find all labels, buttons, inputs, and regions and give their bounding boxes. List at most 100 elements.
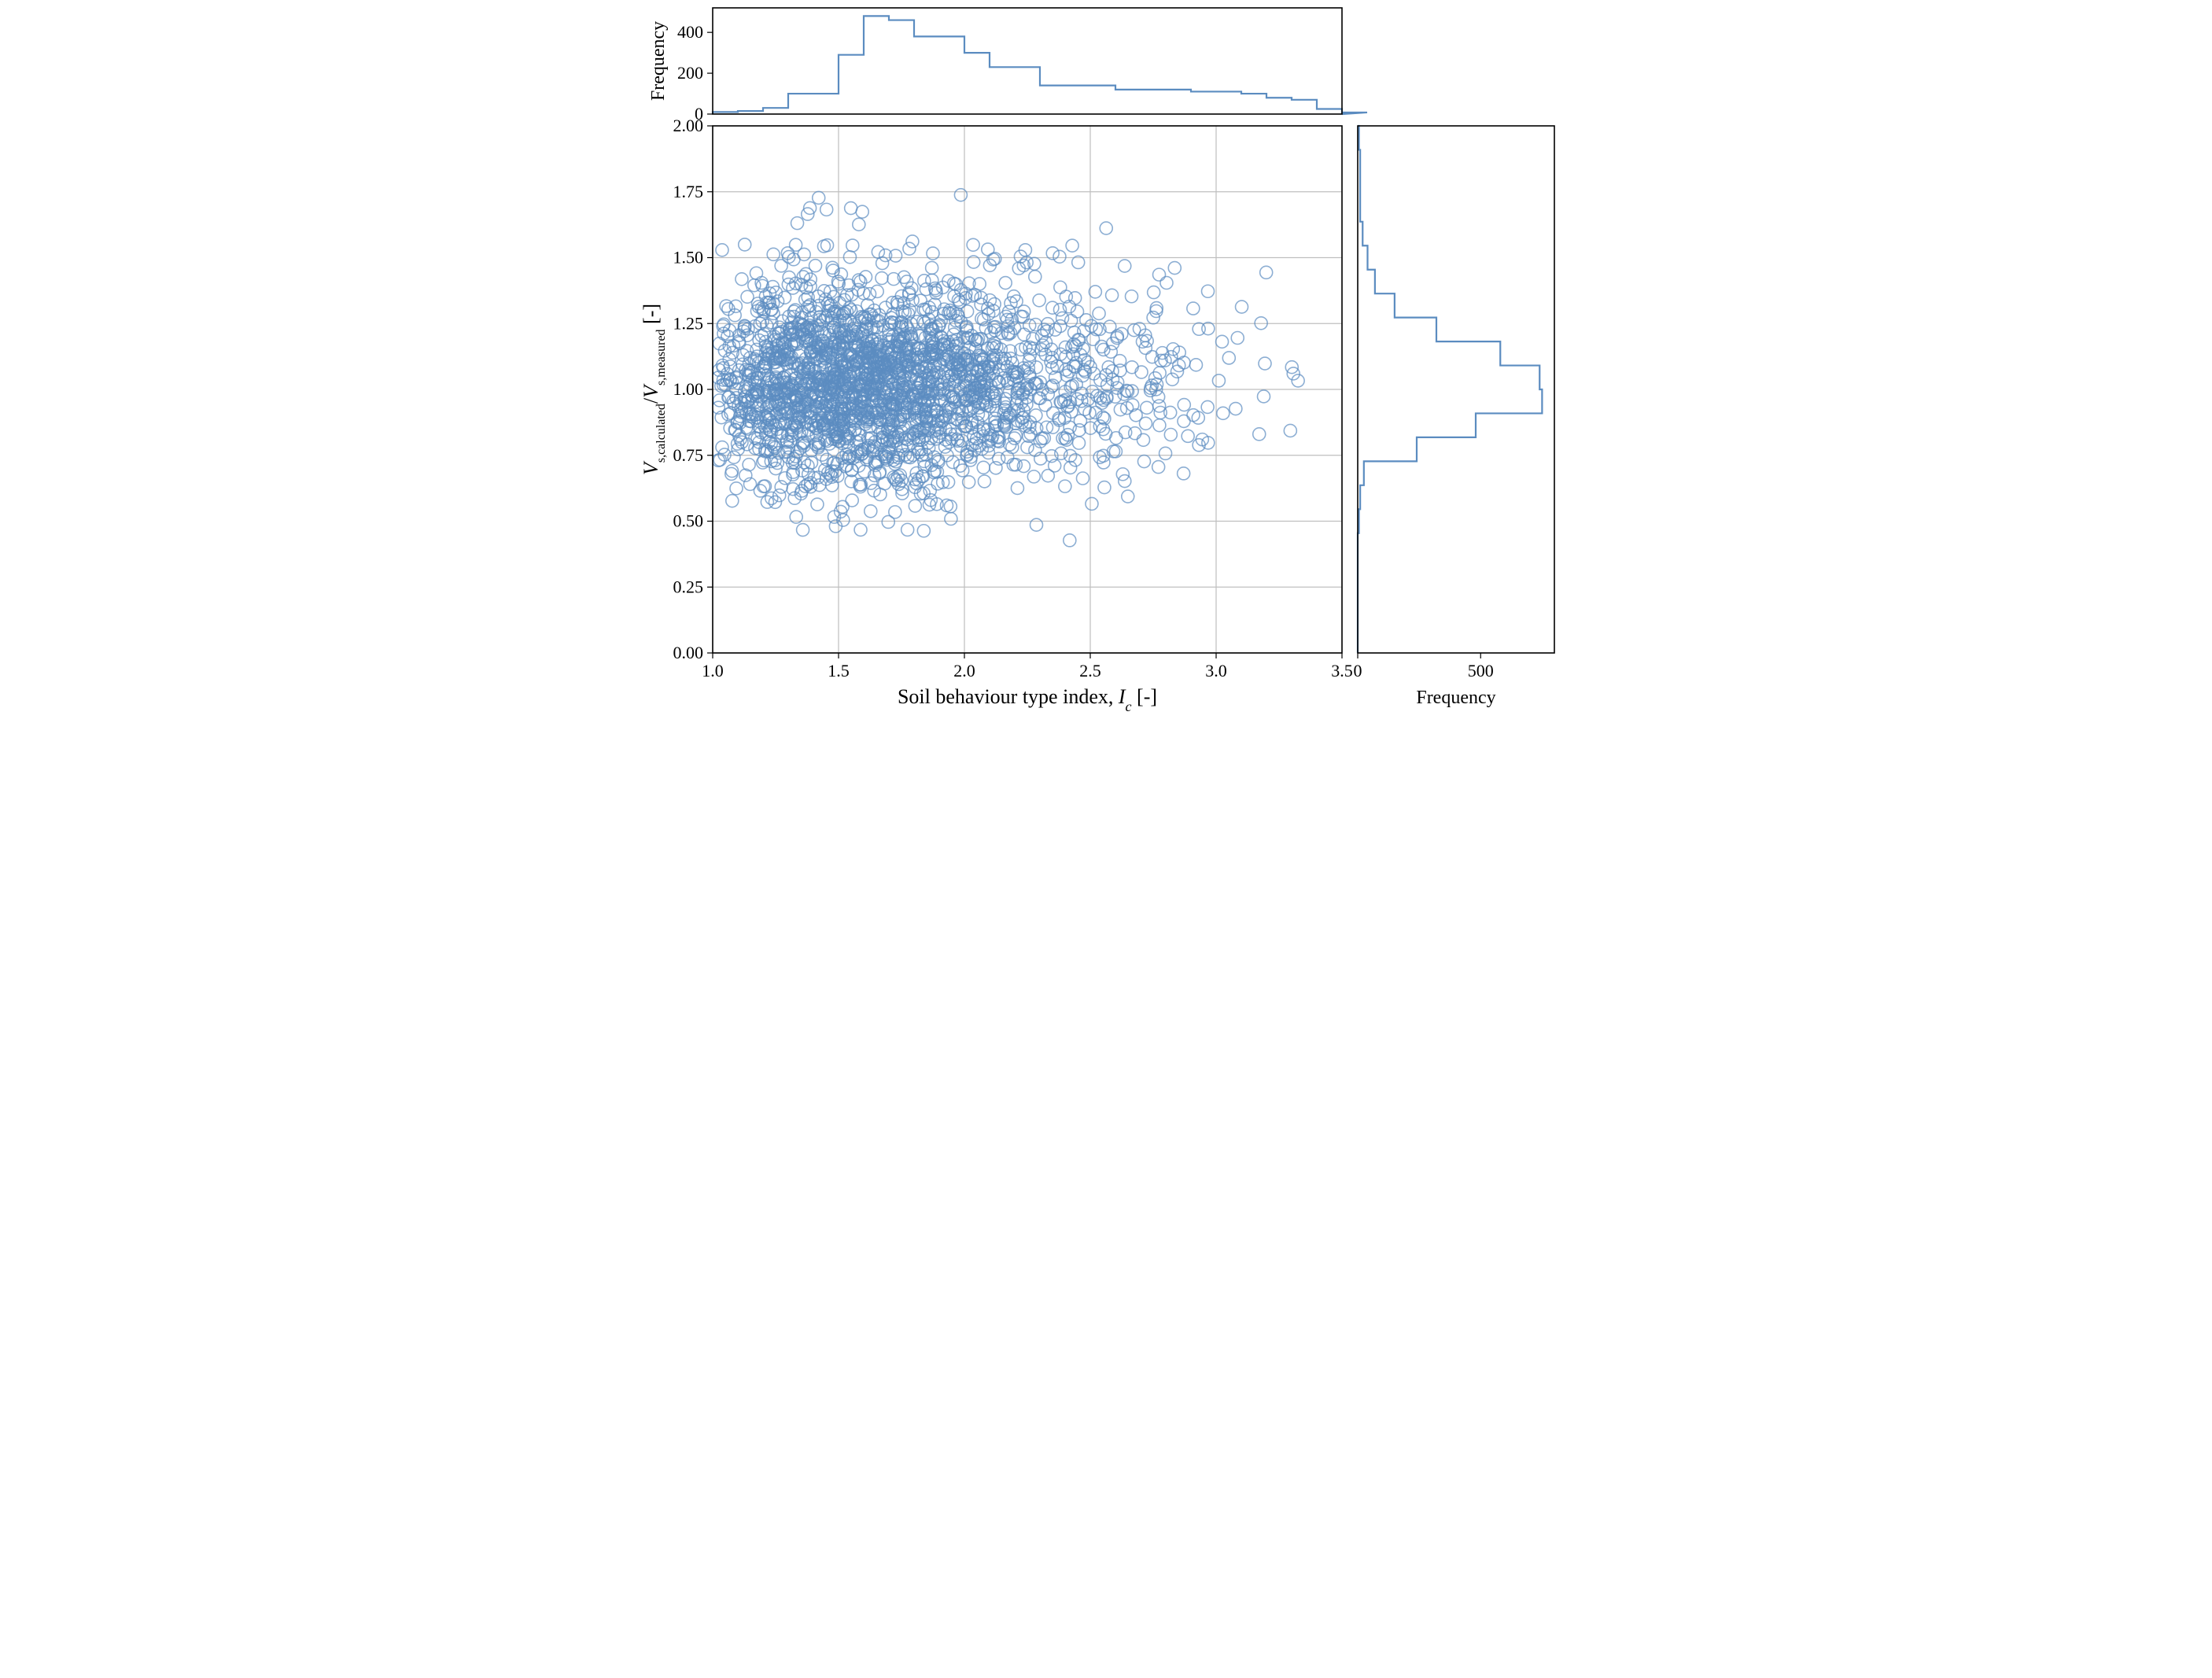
scatter-marker <box>906 235 919 248</box>
y-axis-label: Vs,calculated/Vs,measured [-] <box>640 304 668 475</box>
scatter-marker <box>1152 461 1165 474</box>
scatter-marker <box>765 492 778 504</box>
scatter-marker <box>1073 437 1086 449</box>
ytick-label: 1.00 <box>673 379 704 399</box>
scatter-marker <box>954 189 967 201</box>
scatter-marker <box>1027 470 1040 483</box>
scatter-marker <box>1192 411 1204 424</box>
scatter-marker <box>872 245 884 258</box>
scatter-marker <box>1053 250 1066 263</box>
scatter-marker <box>1126 361 1138 374</box>
scatter-marker <box>909 500 921 512</box>
scatter-marker <box>1100 222 1112 234</box>
scatter-marker <box>761 496 773 508</box>
scatter-marker <box>767 248 780 260</box>
scatter-marker <box>1056 312 1069 324</box>
scatter-marker <box>846 239 859 252</box>
scatter-marker <box>716 244 728 256</box>
ytick-label: 400 <box>677 22 703 42</box>
scatter-panel: 1.01.52.02.53.03.50.000.250.500.751.001.… <box>640 116 1353 714</box>
scatter-marker <box>1008 290 1020 303</box>
scatter-marker <box>1122 490 1134 503</box>
xtick-label: 0 <box>1354 661 1362 680</box>
scatter-marker <box>739 238 751 251</box>
scatter-marker <box>945 513 957 526</box>
scatter-marker <box>1003 305 1016 318</box>
xtick-label: 3.5 <box>1331 661 1353 680</box>
scatter-marker <box>1137 433 1150 446</box>
scatter-marker <box>1168 262 1181 275</box>
right-hist-step <box>1358 126 1542 653</box>
scatter-marker <box>1193 323 1205 335</box>
scatter-marker <box>1135 366 1148 378</box>
scatter-marker <box>791 217 804 230</box>
scatter-marker <box>1231 332 1244 345</box>
scatter-marker <box>1164 428 1177 441</box>
scatter-marker <box>1253 428 1266 441</box>
scatter-marker <box>1054 281 1067 293</box>
scatter-marker <box>999 277 1012 290</box>
scatter-marker <box>993 452 1005 465</box>
scatter-marker <box>1119 260 1131 272</box>
top-hist-step <box>713 16 1367 114</box>
scatter-marker <box>1159 447 1172 459</box>
ytick-label: 0.75 <box>673 445 704 465</box>
ytick-label: 200 <box>677 63 703 83</box>
scatter-marker <box>1153 419 1166 432</box>
scatter-marker <box>1230 403 1242 415</box>
scatter-marker <box>1006 441 1019 453</box>
ytick-label: 0 <box>695 104 703 124</box>
scatter-marker <box>1187 409 1200 422</box>
scatter-marker <box>1059 480 1071 492</box>
scatter-marker <box>799 293 812 306</box>
scatter-marker <box>1093 307 1105 319</box>
ytick-label: 1.25 <box>673 313 704 333</box>
xtick-label: 1.5 <box>828 661 850 680</box>
scatter-marker <box>926 261 938 274</box>
scatter-marker <box>917 525 930 537</box>
scatter-marker <box>1129 427 1141 440</box>
scatter-marker <box>846 494 858 507</box>
scatter-marker <box>1260 266 1273 278</box>
scatter-marker <box>1178 415 1190 427</box>
figure: 1.01.52.02.53.03.50.000.250.500.751.001.… <box>634 0 1578 716</box>
panel-border <box>1358 126 1554 653</box>
scatter-marker <box>813 191 825 204</box>
scatter-marker <box>1164 406 1177 419</box>
right-hist-panel: 0500Frequency <box>1354 126 1555 708</box>
scatter-marker <box>809 260 822 272</box>
scatter-marker <box>1067 348 1079 360</box>
scatter-marker <box>1187 302 1200 315</box>
scatter-marker <box>1069 292 1082 304</box>
scatter-marker <box>1089 286 1101 298</box>
scatter-marker <box>1065 315 1078 327</box>
scatter-marker <box>1153 268 1166 281</box>
scatter-marker <box>1217 407 1230 419</box>
panel-border <box>713 8 1342 114</box>
ytick-label: 0.50 <box>673 511 704 531</box>
scatter-marker <box>1046 301 1059 314</box>
scatter-marker <box>1212 374 1225 387</box>
scatter-marker <box>797 524 809 537</box>
scatter-marker <box>1076 472 1089 485</box>
scatter-marker <box>1055 447 1067 459</box>
scatter-marker <box>865 505 877 518</box>
scatter-marker <box>1098 481 1111 494</box>
scatter-marker <box>728 451 740 463</box>
scatter-marker <box>1086 497 1098 510</box>
scatter-marker <box>977 461 990 474</box>
scatter-marker <box>1066 239 1078 252</box>
scatter-marker <box>1258 390 1270 403</box>
scatter-marker <box>1152 391 1165 404</box>
scatter-marker <box>1178 467 1190 480</box>
scatter-marker <box>735 273 748 286</box>
scatter-marker <box>748 279 761 292</box>
x-axis-label: Soil behaviour type index, Ic [-] <box>898 685 1157 714</box>
scatter-marker <box>775 260 787 272</box>
scatter-marker <box>860 271 872 283</box>
scatter-marker <box>882 515 894 528</box>
xtick-label: 500 <box>1468 661 1494 680</box>
scatter-marker <box>1021 441 1034 454</box>
scatter-marker <box>1030 518 1043 531</box>
top-hist-panel: 0200400Frequency <box>648 8 1367 124</box>
